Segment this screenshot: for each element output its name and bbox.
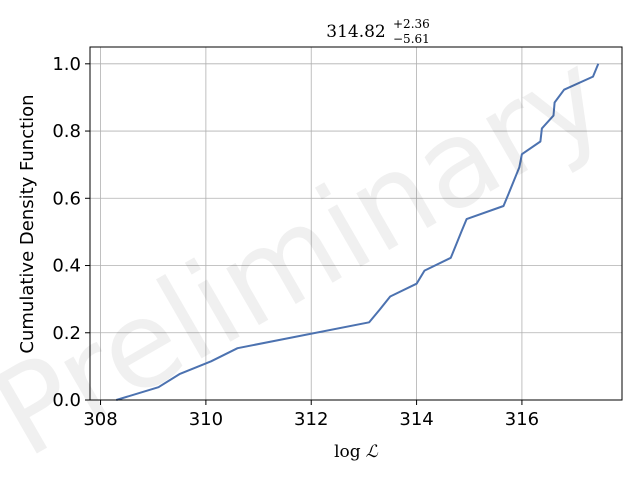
x-tick-label: 316 bbox=[505, 409, 539, 430]
series-layer bbox=[116, 63, 600, 401]
plot-frame bbox=[89, 46, 623, 401]
y-tick-label: 0.2 bbox=[52, 323, 81, 344]
cdf-line bbox=[116, 63, 600, 401]
y-tick-label: 0.8 bbox=[52, 121, 81, 142]
x-axis-label: log ℒ bbox=[334, 442, 379, 462]
x-tick-label: 314 bbox=[399, 409, 433, 430]
y-axis-label: Cumulative Density Function bbox=[17, 94, 38, 353]
y-tick-label: 0.0 bbox=[52, 390, 81, 411]
x-tick-label: 308 bbox=[83, 409, 117, 430]
axis-ticks: 308 310 312 314 316 0.0 0.2 0.4 0.6 0.8 1.0 bbox=[52, 54, 539, 430]
title-sub: −5.61 bbox=[393, 32, 430, 46]
title-base: 314.82 bbox=[326, 22, 385, 42]
y-tick-label: 0.6 bbox=[52, 188, 81, 209]
y-tick-label: 0.4 bbox=[52, 256, 81, 277]
xlabel-symbol: ℒ bbox=[366, 442, 379, 462]
x-tick-label: 310 bbox=[189, 409, 223, 430]
chart-title: 314.82 bbox=[326, 22, 385, 42]
y-tick-label: 1.0 bbox=[52, 54, 81, 75]
xlabel-prefix: log bbox=[334, 442, 361, 462]
title-sup: +2.36 bbox=[393, 17, 430, 31]
x-tick-label: 312 bbox=[294, 409, 328, 430]
